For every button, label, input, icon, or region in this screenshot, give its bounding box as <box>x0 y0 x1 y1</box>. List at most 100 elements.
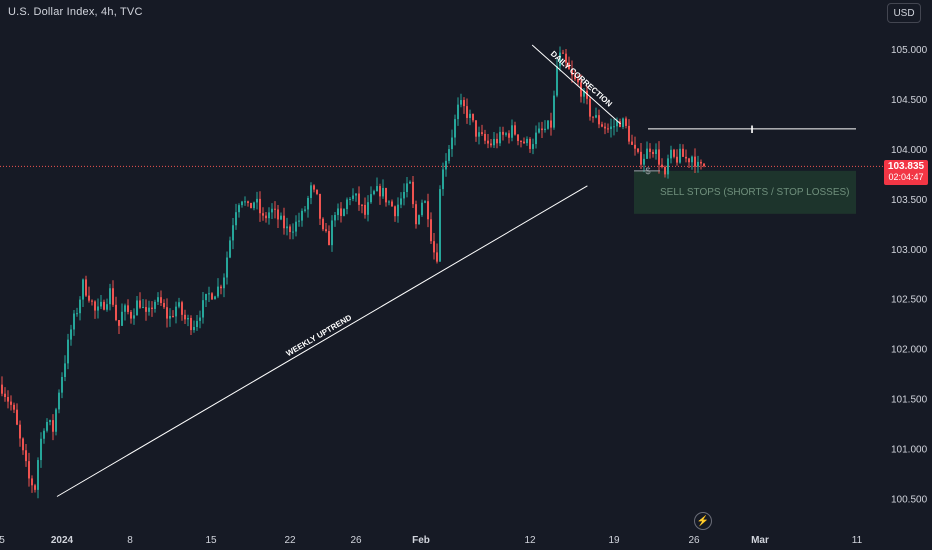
sell-stops-label: SELL STOPS (SHORTS / STOP LOSSES) <box>660 187 850 198</box>
candle <box>694 148 696 174</box>
candle <box>301 208 303 227</box>
candle <box>277 205 279 229</box>
currency-button[interactable]: USD <box>887 3 921 23</box>
candle <box>235 203 237 230</box>
candle <box>394 205 396 222</box>
candle <box>517 134 519 146</box>
candle <box>31 475 33 493</box>
candle <box>421 199 423 217</box>
candle <box>196 314 198 331</box>
candle <box>703 163 705 168</box>
candle <box>178 297 180 309</box>
candle <box>430 212 432 245</box>
price-tick-label: 105.000 <box>891 45 928 56</box>
candle <box>631 134 633 145</box>
candle <box>538 122 540 134</box>
candle <box>529 137 531 153</box>
candle <box>499 126 501 147</box>
candle <box>409 180 411 184</box>
candle <box>664 165 666 178</box>
candle <box>481 124 483 136</box>
candle <box>58 389 60 414</box>
candle <box>214 295 216 300</box>
candle <box>289 224 291 240</box>
candle <box>19 420 21 447</box>
candle <box>322 217 324 232</box>
candle <box>496 133 498 149</box>
time-tick-label: 26 <box>688 535 700 546</box>
time-tick-label: Feb <box>412 535 430 546</box>
candle <box>256 191 258 210</box>
candle <box>349 196 351 206</box>
candle <box>79 296 81 321</box>
candle <box>634 136 636 156</box>
weekly-uptrend-line[interactable] <box>56 185 588 497</box>
candle <box>10 395 12 411</box>
time-axis: 5 2024 8 15 22 26 Feb 12 19 26 Mar 11 <box>0 535 863 546</box>
candle <box>142 299 144 309</box>
candle <box>586 85 588 105</box>
candle <box>346 197 348 215</box>
candle <box>136 295 138 316</box>
candle <box>127 299 129 315</box>
candle <box>181 300 183 321</box>
candle <box>355 193 357 202</box>
lightning-bolt-icon[interactable]: ⚡ <box>694 512 712 530</box>
candle <box>388 200 390 206</box>
candle <box>238 203 240 218</box>
candle <box>523 137 525 145</box>
candle <box>400 192 402 209</box>
candle <box>508 130 510 144</box>
sell-stops-zone <box>634 170 856 214</box>
time-tick-label: Mar <box>751 535 769 546</box>
candle <box>82 278 84 307</box>
candle <box>34 483 36 493</box>
candle <box>211 292 213 301</box>
candle <box>67 333 69 370</box>
candle <box>169 308 171 327</box>
candle <box>64 355 66 382</box>
time-tick-label: 15 <box>205 535 217 546</box>
candle <box>607 123 609 133</box>
candle <box>160 290 162 307</box>
candle <box>193 320 195 333</box>
candle <box>304 205 306 213</box>
candle <box>229 236 231 259</box>
candle <box>283 207 285 235</box>
candle <box>682 144 684 157</box>
candle <box>361 203 363 214</box>
candle <box>337 203 339 221</box>
candle <box>76 307 78 317</box>
time-tick-label: 2024 <box>51 535 74 546</box>
candle <box>145 299 147 321</box>
candle <box>433 233 435 260</box>
candle <box>649 143 651 159</box>
candle <box>118 320 120 335</box>
candle <box>526 136 528 146</box>
candle <box>187 314 189 327</box>
candle <box>475 120 477 142</box>
candle <box>121 303 123 327</box>
price-tick-label: 104.000 <box>891 145 928 156</box>
candle <box>70 324 72 346</box>
candle <box>553 90 555 130</box>
candles-layer <box>0 46 884 499</box>
candle <box>73 309 75 336</box>
candle <box>163 299 165 309</box>
candle <box>451 129 453 157</box>
price-tick-label: 101.500 <box>891 395 928 406</box>
candle <box>661 158 663 169</box>
candle <box>487 133 489 149</box>
candle <box>4 387 6 402</box>
candle <box>331 215 333 252</box>
candle <box>670 145 672 164</box>
daily-correction-line[interactable] <box>531 44 621 125</box>
candle <box>268 207 270 225</box>
candle <box>601 121 603 128</box>
time-tick-label: 11 <box>852 535 863 546</box>
candle <box>85 275 87 298</box>
candle <box>109 283 111 311</box>
candle <box>139 292 141 309</box>
candle <box>370 186 372 204</box>
